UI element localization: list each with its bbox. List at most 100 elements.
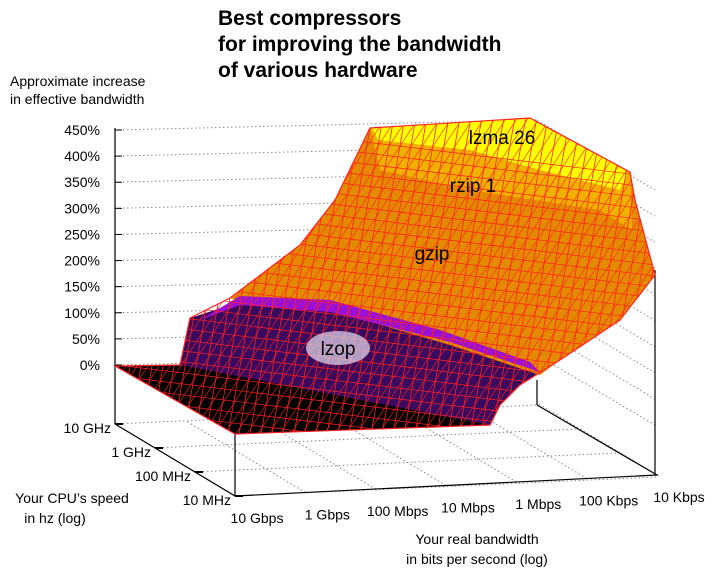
grid-line <box>194 452 618 473</box>
mesh-line <box>352 118 574 434</box>
mesh-line <box>198 118 420 434</box>
x-tick-label: 1 Gbps <box>305 507 350 523</box>
surface-lzma-region <box>372 118 628 190</box>
mesh-line <box>457 118 519 434</box>
mesh-line <box>678 100 720 440</box>
lzop-highlight <box>306 331 370 365</box>
y-tick-label: 1 GHz <box>111 444 151 460</box>
base-edge <box>114 404 660 497</box>
z-tick-label: 350% <box>64 174 100 190</box>
annotation-rzip: rzip 1 <box>450 176 496 197</box>
mesh-line <box>649 118 655 434</box>
y-tick-label: 10 GHz <box>64 420 111 436</box>
x-tick-label: 100 Kbps <box>579 493 638 509</box>
z-tick-label: 450% <box>64 122 100 138</box>
mesh-line <box>115 118 123 434</box>
grid-line <box>185 420 306 493</box>
z-tick-label: 100% <box>64 305 100 321</box>
mesh-line <box>705 100 720 440</box>
title-line-3: of various hardware <box>218 59 418 82</box>
x-axis-label-2: in bits per second (log) <box>406 551 548 567</box>
y-axis-label-1: Your CPU’s speed <box>15 490 129 506</box>
z-tick-label: 150% <box>64 279 100 295</box>
mesh-line <box>115 118 156 434</box>
mesh-line <box>479 118 541 434</box>
y-tick-label: 10 MHz <box>183 492 231 508</box>
grid-line <box>536 402 658 476</box>
z-axis-label-2: in effective bandwidth <box>10 91 144 107</box>
mesh-line <box>7 100 67 440</box>
mesh-line <box>446 118 508 434</box>
mesh-line <box>380 118 442 434</box>
mesh-line <box>358 118 420 434</box>
mesh-line <box>242 118 464 434</box>
mesh-line <box>672 100 720 440</box>
mesh-line <box>187 118 409 434</box>
mesh-line <box>667 100 720 440</box>
mesh-line <box>176 118 398 434</box>
surface-flat-region <box>115 365 500 434</box>
mesh-line <box>683 100 720 440</box>
z-tick-label: 400% <box>64 148 100 164</box>
mesh-line <box>325 118 387 434</box>
z-tick-label: 300% <box>64 200 100 216</box>
title-line-1: Best compressors <box>218 7 401 30</box>
x-tick-label: 100 Mbps <box>367 503 428 519</box>
axes-box <box>114 128 660 497</box>
z-ticks: 450% 400% 350% 300% 250% 200% 150% 100% 50% 0% <box>64 122 122 373</box>
mesh-line <box>716 100 720 440</box>
mesh-line <box>0 100 1 440</box>
mesh-line <box>115 384 655 434</box>
annotation-lzop: lzop <box>321 339 356 360</box>
z-tick-label: 200% <box>64 253 100 269</box>
mesh-line <box>468 118 530 434</box>
mesh-line <box>424 118 486 434</box>
mesh-line <box>396 118 618 434</box>
y-axis-label-2: in hz (log) <box>24 510 85 526</box>
mesh-line <box>253 118 475 434</box>
z-tick-label: 0% <box>80 357 100 373</box>
z-tick-label: 50% <box>72 331 100 347</box>
mesh-line <box>689 100 720 440</box>
annotation-lzma: lzma 26 <box>469 128 536 149</box>
x-tick-label: 10 Mbps <box>441 500 495 516</box>
grid-line <box>536 328 656 400</box>
z-axis-label-1: Approximate increase <box>10 73 146 89</box>
mesh-line <box>490 118 552 434</box>
grid-line <box>536 354 656 426</box>
mesh-line <box>402 118 464 434</box>
annotation-gzip: gzip <box>415 244 450 265</box>
mesh-line <box>369 118 431 434</box>
z-tick-label: 250% <box>64 226 100 242</box>
mesh-line <box>275 118 497 434</box>
mesh-line <box>264 118 486 434</box>
mesh-line <box>413 118 475 434</box>
chart-title: Best compressors for improving the bandw… <box>218 7 501 82</box>
grid-line <box>536 302 656 374</box>
x-ticks: 10 Gbps 1 Gbps 100 Mbps 10 Mbps 1 Mbps 100 Kb… <box>231 489 705 526</box>
mesh-line <box>341 118 563 434</box>
mesh-line <box>473 118 655 434</box>
mesh-line <box>0 100 45 440</box>
mesh-line <box>363 118 585 434</box>
mesh-line <box>656 100 716 440</box>
mesh-line <box>0 100 34 440</box>
x-tick-label: 10 Gbps <box>231 510 284 526</box>
mesh-line <box>297 118 519 434</box>
x-axis-label-1: Your real bandwidth <box>415 531 538 547</box>
mesh-line <box>0 100 12 440</box>
mesh-line <box>0 100 56 440</box>
mesh-line <box>501 118 563 434</box>
mesh-line <box>385 118 607 434</box>
mesh-line <box>319 118 541 434</box>
mesh-line <box>407 118 629 434</box>
surface-outline <box>112 117 656 435</box>
x-tick-label: 10 Kbps <box>653 489 704 505</box>
grid-line <box>154 428 578 449</box>
mesh-line <box>694 100 720 440</box>
title-line-2: for improving the bandwidth <box>218 33 501 56</box>
mesh-line <box>308 118 530 434</box>
mesh-line <box>374 118 596 434</box>
y-tick-label: 100 MHz <box>135 468 191 484</box>
